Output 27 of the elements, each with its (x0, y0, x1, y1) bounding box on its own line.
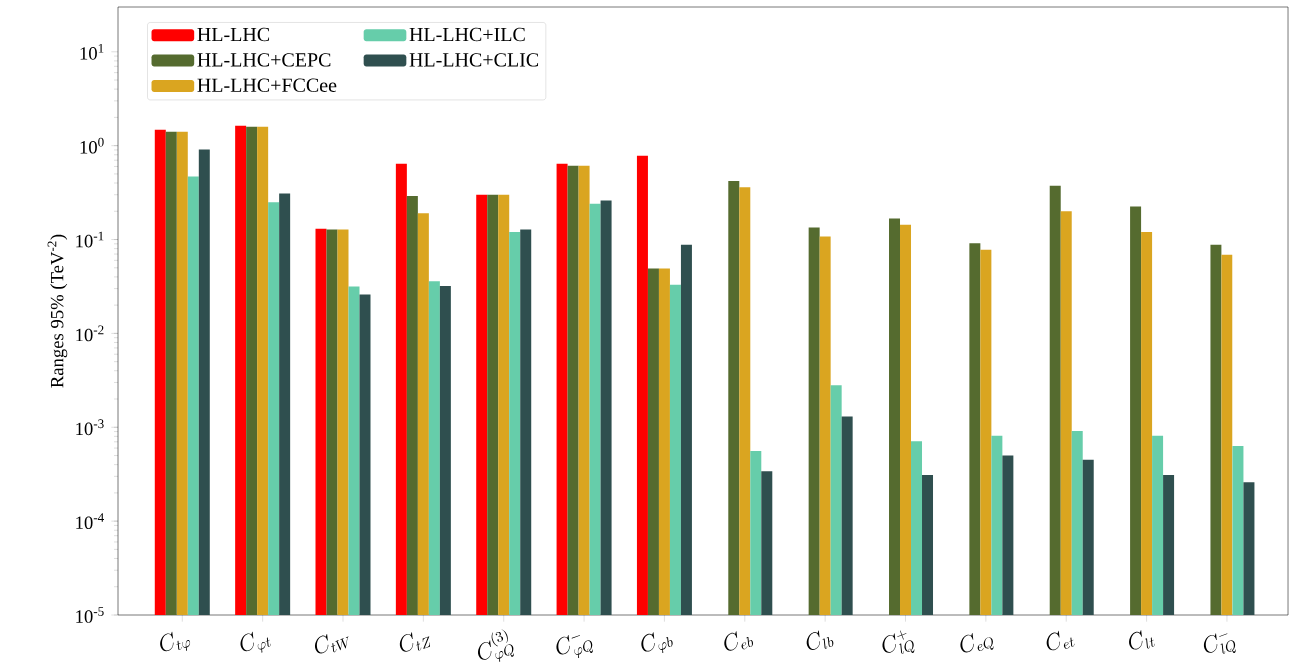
y-tick-label: 10$^{0}$ (80, 137, 104, 154)
x-tick-label: $C_{eQ}$ (960, 632, 994, 653)
y-tick-label: 10$^{1}$ (80, 43, 104, 60)
x-tick-label: $C_{eb}$ (724, 631, 754, 651)
x-tick-label: $C_{tW}$ (315, 633, 349, 654)
y-tick-label: 10$^{-2}$ (76, 325, 104, 342)
legend-label: HL-LHC+CEPC (197, 53, 331, 67)
y-tick-label: 10$^{-3}$ (76, 419, 104, 436)
x-tick-label: $C_{\varphi Q}^{(3)}$ (478, 629, 514, 662)
x-tick-label: $C_{tZ}$ (399, 632, 431, 652)
x-tick-label: $C_{lb}$ (806, 630, 834, 650)
legend-label: HL-LHC+FCCee (197, 78, 337, 92)
x-tick-label: $C_{et}$ (1046, 630, 1075, 651)
x-tick-label: $C_{lQ}^{-}$ (1203, 633, 1236, 654)
y-tick-label: 10$^{-5}$ (76, 607, 104, 623)
x-tick-label: $C_{\varphi b}$ (641, 632, 673, 653)
x-tick-label: $C_{\varphi Q}^{-}$ (556, 635, 593, 658)
y-axis-title: Ranges 95% (TeV$^{-2}$) (47, 234, 68, 388)
legend-label: HL-LHC+ILC (409, 27, 525, 42)
x-tick-label: $C_{lt}$ (1129, 630, 1155, 650)
legend-label: HL-LHC+CLIC (409, 53, 539, 67)
x-tick-label: $C_{\varphi t}$ (240, 631, 271, 653)
x-tick-label: $C_{t\varphi}$ (160, 631, 191, 652)
x-tick-label: $C_{lQ}^{+}$ (882, 630, 915, 654)
y-tick-label: 10$^{-4}$ (76, 513, 104, 530)
y-tick-label: 10$^{-1}$ (76, 231, 104, 248)
legend-label: HL-LHC (197, 27, 270, 42)
